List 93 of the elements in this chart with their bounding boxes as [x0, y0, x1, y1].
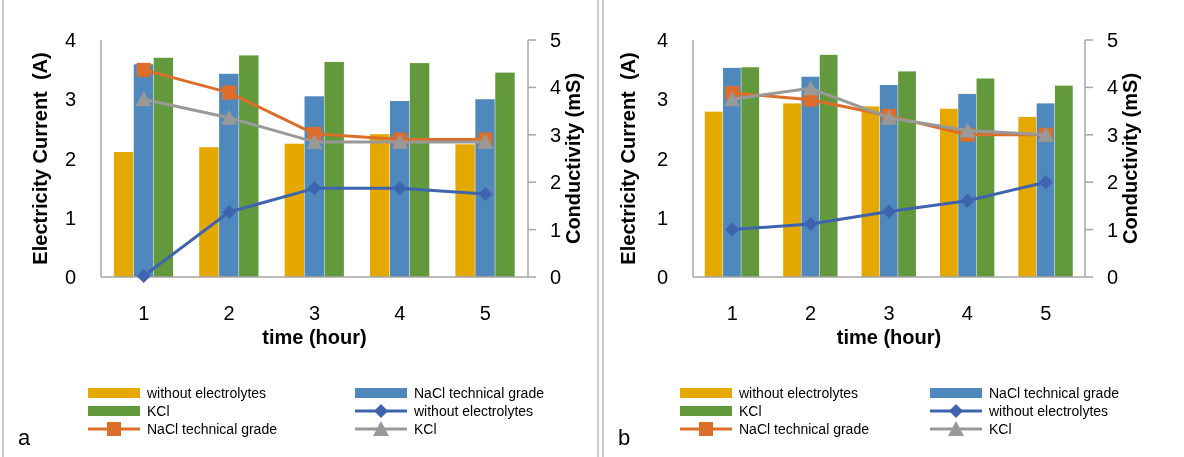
x-tick-label: 5 — [1040, 302, 1052, 324]
bar — [861, 106, 880, 277]
text: a — [18, 424, 31, 450]
y2-tick-label: 5 — [1107, 29, 1119, 51]
bar — [199, 147, 219, 277]
bar — [153, 57, 174, 277]
y-tick-label: 2 — [64, 147, 76, 170]
x-axis-title: time (hour) — [262, 326, 367, 348]
y2-tick-label: 3 — [1107, 123, 1119, 146]
x-tick-label: 4 — [961, 302, 973, 324]
x-axis-title: time (hour) — [836, 326, 942, 348]
y2-tick-label: 3 — [550, 123, 562, 146]
x-tick-label: 5 — [479, 302, 491, 324]
y2-axis-title: Conductivity (mS) — [562, 72, 584, 245]
legend-label: KCl — [414, 421, 437, 437]
point — [802, 80, 819, 96]
point — [136, 269, 151, 284]
y2-tick-label: 4 — [1107, 76, 1119, 99]
bar — [976, 78, 995, 277]
bar — [324, 61, 344, 277]
legend-label: NaCl technical grade — [147, 421, 278, 437]
point — [222, 85, 237, 100]
y-tick-label: 4 — [656, 29, 668, 51]
bar — [284, 143, 305, 277]
point — [882, 204, 896, 219]
bar — [783, 103, 801, 277]
x-tick-label: 2 — [805, 302, 817, 324]
bar — [704, 111, 723, 277]
bar — [819, 54, 838, 277]
bar — [239, 55, 259, 277]
x-tick-label: 1 — [138, 302, 150, 324]
y2-axis-title: Conductivity (mS) — [1119, 72, 1141, 245]
point — [306, 133, 323, 149]
legend-label: without electrolytes — [146, 385, 267, 401]
legend-label: KCl — [989, 421, 1012, 437]
bar — [898, 71, 916, 277]
bar — [879, 85, 898, 277]
x-tick-label: 2 — [223, 302, 235, 324]
bar — [475, 99, 495, 277]
legend-label: KCl — [739, 403, 762, 419]
y-tick-label: 1 — [656, 206, 668, 229]
bar — [133, 64, 154, 277]
point — [135, 91, 152, 107]
y-tick-label: 4 — [64, 29, 76, 51]
point — [724, 91, 741, 107]
y-tick-label: 3 — [64, 88, 76, 111]
y2-tick-label: 1 — [1107, 218, 1119, 241]
y-tick-label: 1 — [64, 206, 76, 229]
y2-tick-label: 2 — [1107, 171, 1119, 194]
y-axis-title: Electricity Current (A) — [617, 52, 639, 265]
bar — [1018, 117, 1037, 277]
legend-label: NaCl technical grade — [989, 385, 1120, 401]
bar — [113, 151, 134, 277]
y-tick-label: 2 — [656, 147, 668, 170]
point — [136, 62, 151, 77]
x-tick-label: 3 — [308, 302, 321, 324]
y-tick-label: 3 — [656, 88, 668, 111]
bar — [370, 134, 390, 277]
point — [221, 109, 238, 125]
bar — [409, 63, 430, 277]
legend-label: KCl — [147, 403, 170, 419]
text: b — [618, 424, 631, 450]
bar — [1054, 85, 1073, 277]
bar — [741, 67, 760, 277]
y-tick-label: 0 — [656, 266, 668, 288]
legend-label: without electrolytes — [413, 403, 534, 419]
y2-tick-label: 0 — [550, 266, 562, 288]
y2-tick-label: 0 — [1107, 266, 1119, 288]
legend-label: without electrolytes — [738, 385, 859, 401]
point — [222, 205, 237, 220]
y2-tick-label: 2 — [550, 171, 562, 194]
y2-tick-label: 5 — [550, 29, 562, 51]
legend-label: NaCl technical grade — [414, 385, 545, 401]
y2-tick-label: 4 — [550, 76, 562, 99]
legend-label: without electrolytes — [988, 403, 1109, 419]
point — [959, 122, 976, 138]
point — [478, 187, 493, 202]
bar — [939, 108, 958, 277]
bar — [455, 144, 475, 277]
x-tick-label: 1 — [726, 302, 738, 324]
x-tick-label: 3 — [883, 302, 895, 324]
point — [307, 181, 322, 196]
bar — [495, 72, 515, 277]
point — [803, 216, 818, 231]
y2-tick-label: 1 — [550, 218, 562, 241]
point — [392, 181, 407, 196]
y-axis-title: Electricity Current (A) — [29, 52, 51, 265]
point — [725, 222, 740, 237]
legend-label: NaCl technical grade — [739, 421, 870, 437]
point — [960, 193, 975, 208]
point — [1038, 175, 1053, 190]
x-tick-label: 4 — [394, 302, 406, 324]
y-tick-label: 0 — [64, 266, 76, 288]
